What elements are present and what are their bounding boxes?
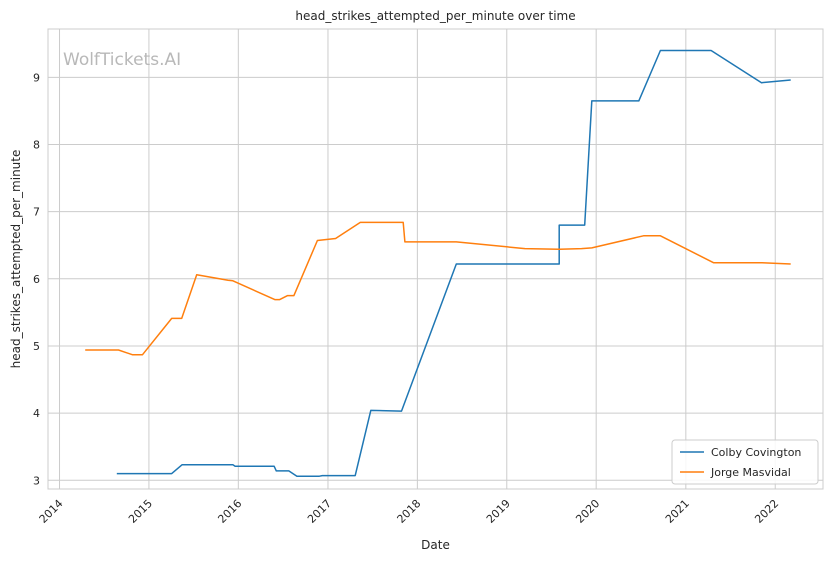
x-tick-label: 2017: [305, 497, 334, 526]
x-axis-ticks: 2014 2015 2016 2017 2018 2019 2020 2021 2022: [37, 497, 782, 526]
series-line-colby-covington: [116, 49, 791, 477]
y-tick-label: 6: [33, 273, 40, 286]
plot-frame: [47, 28, 824, 490]
legend-box: [671, 439, 819, 485]
chart-title: head_strikes_attempted_per_minute over t…: [295, 9, 575, 23]
x-tick-label: 2016: [215, 497, 244, 526]
y-tick-label: 9: [33, 71, 40, 84]
x-axis-label: Date: [421, 538, 450, 552]
legend: Colby Covington Jorge Masvidal: [671, 439, 819, 485]
y-axis-label: head_strikes_attempted_per_minute: [9, 150, 23, 369]
x-tick-label: 2015: [126, 497, 155, 526]
watermark: WolfTickets.AI: [63, 50, 181, 70]
x-tick-label: 2020: [573, 497, 602, 526]
y-tick-label: 4: [33, 407, 40, 420]
x-tick-label: 2021: [663, 497, 692, 526]
y-tick-label: 8: [33, 139, 40, 152]
y-axis-ticks: 3 4 5 6 7 8 9: [33, 71, 40, 487]
legend-label-colby-covington: Colby Covington: [711, 446, 801, 459]
y-tick-label: 3: [33, 474, 40, 487]
plot-background: [48, 29, 823, 489]
x-tick-label: 2019: [484, 497, 513, 526]
x-tick-label: 2022: [752, 497, 781, 526]
legend-label-jorge-masvidal: Jorge Masvidal: [710, 466, 791, 479]
x-tick-label: 2014: [37, 497, 66, 526]
series-line-jorge-masvidal: [85, 221, 791, 356]
x-tick-label: 2018: [395, 497, 424, 526]
series-layer: [85, 49, 791, 477]
y-tick-label: 5: [33, 340, 40, 353]
y-tick-label: 7: [33, 206, 40, 219]
